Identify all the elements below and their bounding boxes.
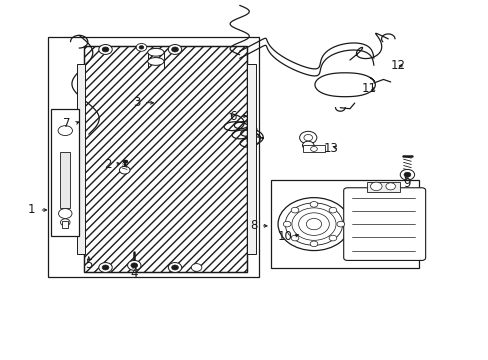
Text: 3: 3 <box>133 96 140 109</box>
Circle shape <box>290 235 298 241</box>
Circle shape <box>309 241 317 247</box>
Circle shape <box>171 47 178 52</box>
Bar <box>61 152 70 208</box>
Bar <box>51 109 79 237</box>
Circle shape <box>399 170 414 180</box>
Circle shape <box>139 46 143 49</box>
Text: 12: 12 <box>389 59 405 72</box>
Circle shape <box>283 221 290 227</box>
Circle shape <box>168 45 182 54</box>
Bar <box>77 64 85 254</box>
Circle shape <box>285 203 342 245</box>
Circle shape <box>310 147 317 152</box>
Ellipse shape <box>147 48 163 56</box>
Circle shape <box>298 213 328 235</box>
Text: 4: 4 <box>130 267 138 280</box>
Circle shape <box>168 262 182 273</box>
Bar <box>62 221 68 228</box>
Text: 8: 8 <box>250 219 257 232</box>
Circle shape <box>309 202 317 207</box>
Text: 2: 2 <box>104 158 111 171</box>
Bar <box>270 180 419 268</box>
Text: 10: 10 <box>277 230 292 243</box>
Circle shape <box>304 135 312 141</box>
Circle shape <box>99 262 112 273</box>
Circle shape <box>278 198 349 251</box>
Circle shape <box>102 265 109 270</box>
Circle shape <box>302 141 313 150</box>
Bar <box>303 145 325 153</box>
Ellipse shape <box>58 126 72 136</box>
FancyBboxPatch shape <box>343 188 425 260</box>
Circle shape <box>171 265 178 270</box>
Text: 7: 7 <box>63 117 71 130</box>
Circle shape <box>131 263 137 268</box>
Circle shape <box>119 166 130 174</box>
Bar <box>246 64 255 254</box>
Circle shape <box>336 221 344 227</box>
Circle shape <box>290 207 298 213</box>
Text: 11: 11 <box>361 82 376 95</box>
Circle shape <box>136 44 146 51</box>
Circle shape <box>99 45 112 54</box>
Circle shape <box>328 207 336 213</box>
Circle shape <box>291 208 335 240</box>
Ellipse shape <box>147 58 163 66</box>
Circle shape <box>299 131 316 144</box>
Text: 6: 6 <box>228 110 236 123</box>
Circle shape <box>403 172 410 177</box>
Text: 5: 5 <box>85 258 92 271</box>
Text: 1: 1 <box>27 203 35 216</box>
Bar <box>84 46 246 272</box>
Circle shape <box>59 208 72 219</box>
Circle shape <box>191 264 202 271</box>
Bar <box>84 46 246 272</box>
Circle shape <box>127 260 141 270</box>
Text: 9: 9 <box>403 177 410 190</box>
Circle shape <box>328 235 336 241</box>
Circle shape <box>61 219 70 226</box>
Circle shape <box>102 47 109 52</box>
Circle shape <box>370 182 381 190</box>
Text: 13: 13 <box>323 142 338 155</box>
Bar <box>48 37 258 277</box>
Bar <box>366 182 399 192</box>
Circle shape <box>385 183 395 190</box>
Circle shape <box>305 219 321 230</box>
